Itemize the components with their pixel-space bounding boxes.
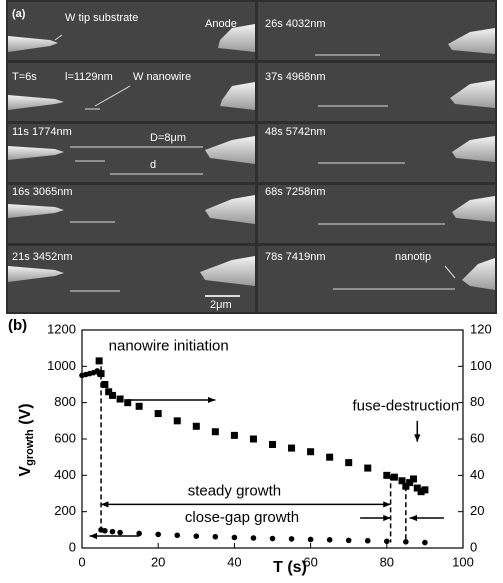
sem-label: 68s 7258nm [265,186,326,198]
range-arrow-head [410,515,417,521]
circle-marker [117,530,123,536]
sem-label: d [150,159,156,171]
annotation: fuse-destruction [352,397,459,414]
sem-label: W tip substrate [65,12,138,24]
square-marker [109,392,116,399]
y-label-sub: growth [24,429,36,466]
square-marker [288,445,295,452]
y2-tick-label: 40 [470,467,484,482]
sem-label: D=8μm [150,132,186,144]
panel-label: (a) [12,8,26,20]
square-marker [269,441,276,448]
x-tick-label: 0 [78,554,85,569]
circle-marker [422,540,428,546]
square-marker [231,432,238,439]
square-marker [391,474,398,481]
sem-label: 21s 3452nm [12,251,73,263]
square-marker [155,410,162,417]
y2-tick-label: 60 [470,430,484,445]
range-arrow-head [383,515,390,521]
circle-marker [327,537,333,543]
circle-marker [365,538,371,544]
circle-marker [289,536,295,542]
circle-marker [110,529,116,535]
square-marker [421,486,428,493]
x-tick-label: 40 [227,554,241,569]
circle-marker [251,535,257,541]
y-tick-label: 1200 [47,321,76,336]
circle-marker [194,533,200,539]
square-marker [96,357,103,364]
sem-label: nanotip [395,251,431,263]
y2-tick-label: 120 [470,321,492,336]
square-marker [212,428,219,435]
circle-marker [308,537,314,543]
annotation: steady growth [188,483,281,500]
circle-marker [403,539,409,545]
sem-label: T=6s [12,71,37,83]
y2-tick-label: 20 [470,503,484,518]
axis-arrow-head [208,397,215,403]
circle-marker [155,532,161,538]
y2-tick-label: 80 [470,394,484,409]
y-tick-label: 800 [54,394,76,409]
pointer-arrow-head [414,434,420,441]
square-marker [193,423,200,430]
sem-label: 16s 3065nm [12,186,73,198]
square-marker [250,436,257,443]
y-tick-label: 0 [69,539,76,554]
sem-label: 48s 5742nm [265,126,326,138]
y-axis-label: Vgrowth (V) [17,403,36,476]
figure: (a) W tip substrate Anode 26s 4032nm T=6… [0,0,503,578]
y-tick-label: 200 [54,503,76,518]
y-tick-label: 600 [54,430,76,445]
circle-marker [102,528,108,534]
y2-tick-label: 100 [470,358,492,373]
annotation: close-gap growth [185,509,299,526]
square-marker [410,475,417,482]
square-marker [101,381,108,388]
x-tick-label: 100 [452,554,474,569]
y-label-unit: (V) [17,403,34,429]
scale-bar-label: 2μm [210,299,232,311]
square-marker [136,403,143,410]
circle-marker [270,536,276,542]
range-arrow-head [383,501,390,507]
square-marker [364,465,371,472]
circle-marker [346,538,352,544]
y-tick-label: 400 [54,467,76,482]
sem-label: 78s 7419nm [265,251,326,263]
axis-arrow-head [90,533,97,539]
circle-marker [384,538,390,544]
y2-tick-label: 0 [470,539,477,554]
y-label-main: V [17,466,34,477]
panel-b: (b)0200400600800100012000204060801001200… [8,317,492,576]
panel-a: (a) W tip substrate Anode 26s 4032nm T=6… [6,0,497,314]
square-marker [307,448,314,455]
sem-label: Anode [205,18,237,30]
square-marker [326,454,333,461]
x-tick-label: 20 [151,554,165,569]
sem-label: 37s 4968nm [265,71,326,83]
annotation: nanowire initiation [109,337,229,354]
sem-label: 11s 1774nm [12,126,72,138]
circle-marker [232,535,238,541]
sem-label: l=1129nm [65,71,113,83]
y-tick-label: 1000 [47,358,76,373]
circle-marker [213,534,219,540]
square-marker [117,396,124,403]
sem-label: 26s 4032nm [265,18,326,30]
range-arrow-head [101,501,108,507]
sem-label: W nanowire [133,71,191,83]
x-tick-label: 80 [380,554,394,569]
panel-label: (b) [8,317,27,334]
x-axis-label: T (s) [273,559,307,576]
square-marker [383,472,390,479]
square-marker [174,417,181,424]
circle-marker [174,532,180,538]
square-marker [345,459,352,466]
